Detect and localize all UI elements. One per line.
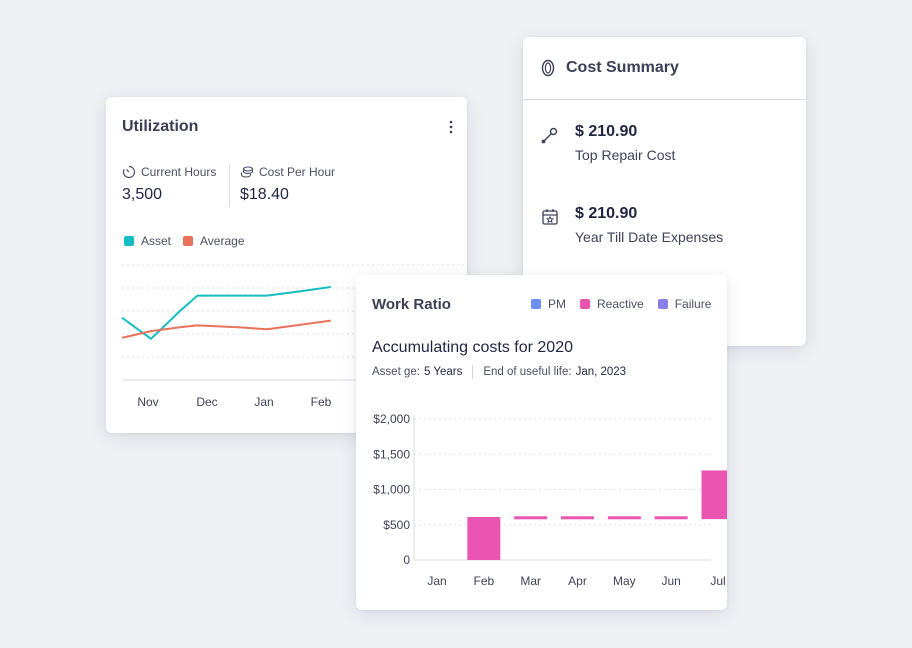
legend-label-asset: Asset	[141, 234, 172, 248]
bar-apr	[561, 516, 594, 520]
legend-swatch-asset	[124, 236, 134, 246]
x-tick-label-feb: Feb	[473, 574, 494, 588]
legend-swatch-failure	[657, 299, 668, 309]
cost-per-hour-value: $18.40	[240, 186, 289, 203]
ytd-expenses-label: Year Till Date Expenses	[575, 229, 724, 245]
bar-may	[607, 516, 641, 520]
y-tick-label: $2,000	[373, 412, 410, 426]
x-tick-label-jun: Jun	[661, 574, 680, 588]
utilization-title: Utilization	[122, 118, 199, 135]
tire-icon	[541, 59, 555, 77]
x-tick-label-jan: Jan	[427, 574, 446, 588]
cost-summary-title: Cost Summary	[566, 59, 679, 76]
x-tick-label-mar: Mar	[520, 574, 541, 588]
legend-item-average[interactable]: Average	[183, 234, 245, 248]
ytd-expenses-item: $ 210.90 Year Till Date Expenses	[540, 204, 723, 245]
work-ratio-legend: PM Reactive Failure	[531, 297, 711, 311]
top-repair-cost-amount: $ 210.90	[575, 123, 638, 140]
work-ratio-bar-chart: $2,000 $1,500 $1,000 $500 0 Jan Feb Mar Apr May Ju…	[373, 412, 727, 588]
current-hours-metric: Current Hours 3,500	[122, 165, 216, 204]
x-tick-label-nov: Nov	[137, 395, 158, 409]
cost-per-hour-label: Cost Per Hour	[259, 165, 336, 179]
bar-feb	[467, 516, 501, 560]
useful-life-label: End of useful life:	[483, 366, 572, 378]
work-ratio-subtitle: Accumulating costs for 2020	[372, 339, 573, 356]
cost-summary-header: Cost Summary	[523, 37, 806, 100]
bar-mar	[514, 516, 548, 520]
legend-item-failure[interactable]: Failure	[657, 297, 712, 311]
legend-label-reactive: Reactive	[597, 297, 644, 311]
x-tick-label-dec: Dec	[196, 395, 217, 409]
top-repair-cost-item: $ 210.90 Top Repair Cost	[540, 122, 675, 163]
legend-label-failure: Failure	[674, 297, 712, 311]
meta-divider	[472, 365, 474, 379]
useful-life-value: Jan, 2023	[575, 366, 627, 378]
legend-label-average: Average	[200, 234, 245, 248]
series-line-average	[121, 319, 331, 339]
top-repair-cost-label: Top Repair Cost	[575, 147, 676, 163]
calendar-icon	[542, 209, 558, 225]
y-tick-label: $1,000	[373, 483, 410, 497]
asset-age-label: Asset ge:	[372, 366, 420, 378]
utilization-line-chart: Nov Dec Jan Feb	[121, 264, 467, 409]
ytd-expenses-amount: $ 210.90	[575, 205, 638, 222]
y-tick-label: $500	[383, 518, 410, 532]
asset-age-value: 5 Years	[423, 366, 463, 378]
coins-icon	[240, 166, 254, 178]
legend-item-asset[interactable]: Asset	[124, 234, 171, 248]
current-hours-label: Current Hours	[141, 165, 217, 179]
bar-jun	[654, 516, 688, 520]
legend-item-pm[interactable]: PM	[531, 297, 566, 311]
legend-swatch-average	[183, 236, 194, 246]
x-tick-label-jan: Jan	[254, 395, 273, 409]
work-ratio-card: Work Ratio PM Reactive Failure Accumulat…	[356, 275, 727, 610]
x-tick-label-feb: Feb	[311, 395, 332, 409]
x-tick-label-may: May	[613, 574, 636, 588]
wrench-icon	[541, 127, 558, 144]
work-ratio-meta: Asset ge: 5 Years End of useful life: Ja…	[372, 365, 626, 379]
utilization-legend: Asset Average	[124, 234, 257, 248]
y-tick-label: $1,500	[373, 447, 410, 461]
current-hours-value: 3,500	[122, 186, 163, 203]
legend-swatch-pm	[531, 299, 541, 309]
timer-icon	[122, 165, 136, 179]
legend-swatch-reactive	[580, 299, 590, 309]
legend-item-reactive[interactable]: Reactive	[580, 297, 644, 311]
x-tick-label-jul: Jul	[710, 574, 725, 588]
legend-label-pm: PM	[548, 297, 566, 311]
series-line-asset	[121, 286, 331, 340]
x-tick-label-apr: Apr	[568, 574, 587, 588]
metric-divider	[229, 165, 230, 207]
more-options-icon[interactable]	[448, 119, 454, 135]
y-tick-label: 0	[403, 553, 410, 567]
cost-per-hour-metric: Cost Per Hour $18.40	[240, 165, 335, 204]
bar-jul	[701, 470, 727, 520]
work-ratio-title: Work Ratio	[372, 296, 451, 313]
